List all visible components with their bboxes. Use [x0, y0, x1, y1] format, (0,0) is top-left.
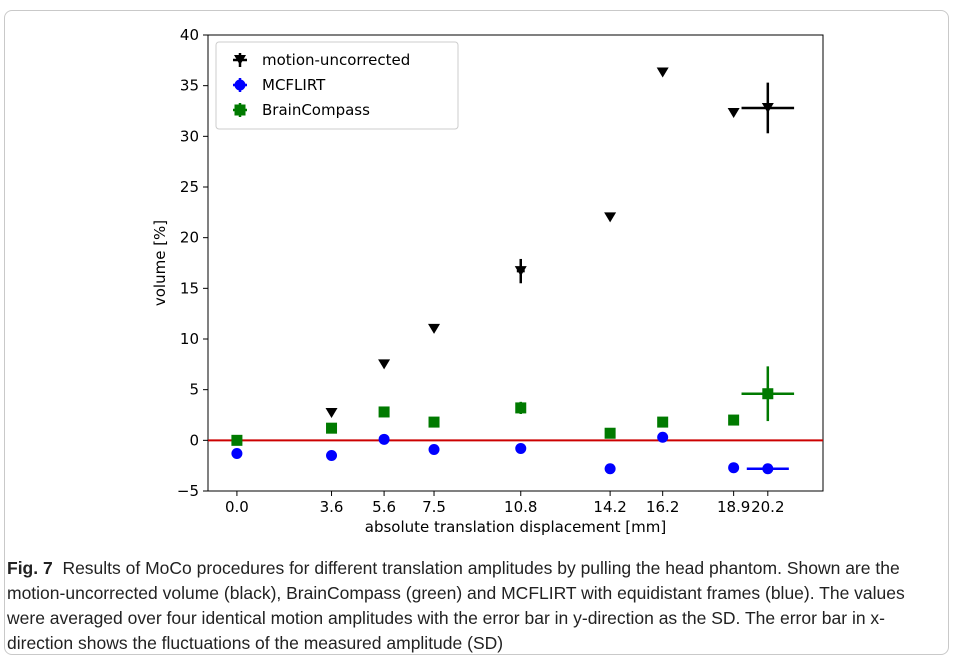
mcflirt-point — [657, 431, 669, 443]
motion-uncorrected-errorbar-point — [741, 82, 795, 134]
braincompass-point — [657, 416, 669, 428]
x-tick-label: 10.8 — [504, 498, 537, 516]
series-braincompass — [231, 366, 795, 446]
motion-uncorrected-marker — [761, 102, 774, 113]
legend-label-motion-uncorrected: motion-uncorrected — [262, 51, 410, 69]
braincompass-errorbar-point — [515, 401, 527, 414]
legend-marker-mcflirt — [233, 78, 247, 92]
data-marks — [231, 67, 795, 475]
y-axis-ticks: −5 0 5 10 15 20 25 30 35 40 — [177, 26, 208, 500]
caption-label: Fig. 7 — [7, 558, 53, 578]
motion-uncorrected-point — [325, 407, 338, 418]
y-axis-label: volume [%] — [151, 220, 169, 306]
x-tick-label: 5.6 — [372, 498, 396, 516]
x-tick-label: 16.2 — [646, 498, 679, 516]
y-tick-label: 40 — [180, 26, 199, 44]
x-tick-label: 0.0 — [225, 498, 249, 516]
series-mcflirt — [231, 431, 789, 475]
legend-marker-shape — [234, 79, 246, 91]
mcflirt-marker — [762, 463, 774, 475]
motion-uncorrected-point — [656, 67, 669, 78]
y-tick-label: 5 — [189, 381, 199, 399]
y-tick-label: 30 — [180, 127, 199, 145]
caption-text: Results of MoCo procedures for different… — [7, 558, 905, 653]
legend-label-mcflirt: MCFLIRT — [262, 76, 326, 94]
y-tick-label: 15 — [180, 279, 199, 297]
braincompass-point — [378, 406, 390, 418]
mcflirt-point — [515, 442, 527, 454]
motion-uncorrected-point — [378, 359, 391, 370]
legend-marker-braincompass — [233, 103, 247, 117]
x-axis-label: absolute translation displacement [mm] — [365, 518, 666, 536]
y-tick-label: 20 — [180, 229, 199, 247]
legend: motion-uncorrected MCFLIRT BrainCompass — [215, 41, 459, 130]
y-tick-label: −5 — [177, 482, 199, 500]
motion-uncorrected-point — [727, 108, 740, 119]
motion-uncorrected-errorbar-point — [514, 258, 527, 284]
braincompass-point — [428, 416, 440, 428]
y-tick-label: 25 — [180, 178, 199, 196]
legend-marker-shape — [234, 55, 246, 65]
x-tick-label: 14.2 — [593, 498, 626, 516]
braincompass-point — [231, 434, 243, 446]
x-axis-ticks: 0.0 3.6 5.6 7.5 10.8 14.2 16.2 18.9 20.2 — [225, 491, 785, 516]
legend-marker-motion-uncorrected — [233, 53, 247, 67]
x-tick-label: 20.2 — [751, 498, 784, 516]
plot-area — [207, 34, 824, 492]
mcflirt-point — [326, 450, 338, 462]
motion-uncorrected-point — [604, 212, 617, 223]
y-tick-label: 10 — [180, 330, 199, 348]
legend-box — [215, 41, 459, 130]
figure-frame — [4, 10, 949, 655]
motion-uncorrected-marker — [514, 266, 527, 277]
x-tick-label: 7.5 — [422, 498, 446, 516]
mcflirt-point — [428, 443, 440, 455]
mcflirt-point — [231, 448, 243, 460]
braincompass-marker — [762, 388, 774, 400]
mcflirt-errorbar-point — [746, 463, 789, 475]
scatter-chart: −5 0 5 10 15 20 25 30 35 40 0.0 3.6 5.6 7.5 10.8 14.2 1… — [151, 26, 824, 536]
y-tick-label: 35 — [180, 77, 199, 95]
braincompass-errorbar-point — [741, 366, 795, 422]
legend-marker-shape — [234, 104, 246, 116]
braincompass-point — [604, 427, 616, 439]
braincompass-point — [728, 414, 740, 426]
mcflirt-point — [728, 462, 740, 474]
mcflirt-point — [378, 433, 390, 445]
figure-caption: Fig. 7 Results of MoCo procedures for di… — [7, 556, 947, 656]
x-tick-label: 3.6 — [320, 498, 344, 516]
braincompass-point — [326, 422, 338, 434]
x-tick-label: 18.9 — [717, 498, 750, 516]
mcflirt-point — [604, 463, 616, 475]
motion-uncorrected-point — [428, 323, 441, 334]
legend-label-braincompass: BrainCompass — [262, 101, 370, 119]
series-motion-uncorrected — [325, 67, 795, 418]
braincompass-marker — [515, 402, 527, 414]
y-tick-label: 0 — [189, 431, 199, 449]
